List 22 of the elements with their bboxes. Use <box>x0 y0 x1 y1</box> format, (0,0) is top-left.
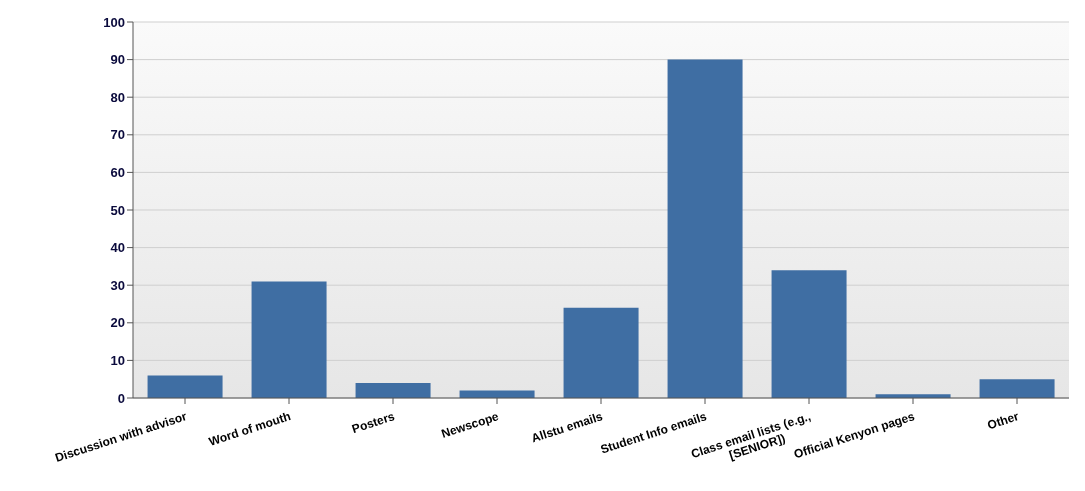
x-tick-label: Other <box>985 409 1021 433</box>
y-tick-label: 10 <box>110 353 125 369</box>
bar <box>251 281 327 398</box>
bar <box>667 59 743 398</box>
y-tick-label: 0 <box>117 390 125 406</box>
bar <box>147 375 223 398</box>
y-tick-label: 70 <box>110 127 125 143</box>
bar <box>355 382 431 398</box>
y-tick-label: 60 <box>110 165 125 181</box>
x-tick-label: Posters <box>350 409 397 437</box>
y-tick-label: 100 <box>103 14 125 30</box>
bar <box>979 379 1055 398</box>
bar <box>771 270 847 398</box>
y-tick-label: 50 <box>110 202 125 218</box>
y-tick-label: 90 <box>110 52 125 68</box>
x-tick-label: Word of mouth <box>207 409 293 449</box>
y-tick-label: 30 <box>110 277 125 293</box>
bar <box>563 307 639 398</box>
bar <box>459 390 535 398</box>
y-tick-label: 80 <box>110 89 125 105</box>
y-tick-label: 40 <box>110 240 125 256</box>
y-tick-label: 20 <box>110 315 125 331</box>
